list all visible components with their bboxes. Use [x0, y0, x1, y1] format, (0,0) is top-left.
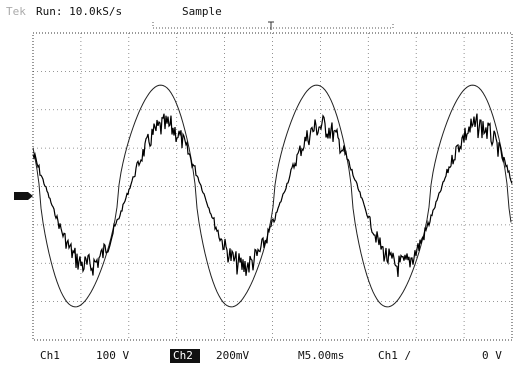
- voltage-trace: [33, 85, 511, 307]
- graticule: [33, 33, 512, 340]
- record-bracket: [153, 22, 393, 28]
- scope-screen: Tek Run: 10.0kS/s Sample Ch1 100 V Ch2 2…: [0, 0, 517, 367]
- ch2-label: Ch2: [173, 349, 193, 362]
- ch1-scale: 100 V: [96, 349, 129, 362]
- ch1-ground-marker: [14, 192, 33, 200]
- ch2-scale: 200mV: [216, 349, 249, 362]
- timebase: M5.00ms: [298, 349, 344, 362]
- ch1-label: Ch1: [40, 349, 60, 362]
- trigger-marker: [268, 22, 274, 30]
- current-trace: [33, 114, 512, 277]
- trigger-level: 0 V: [482, 349, 502, 362]
- trigger-source: Ch1 ∕: [378, 349, 411, 362]
- acquisition-status: Run: 10.0kS/s: [36, 5, 122, 18]
- brand: Tek: [6, 5, 26, 18]
- acquisition-mode: Sample: [182, 5, 222, 18]
